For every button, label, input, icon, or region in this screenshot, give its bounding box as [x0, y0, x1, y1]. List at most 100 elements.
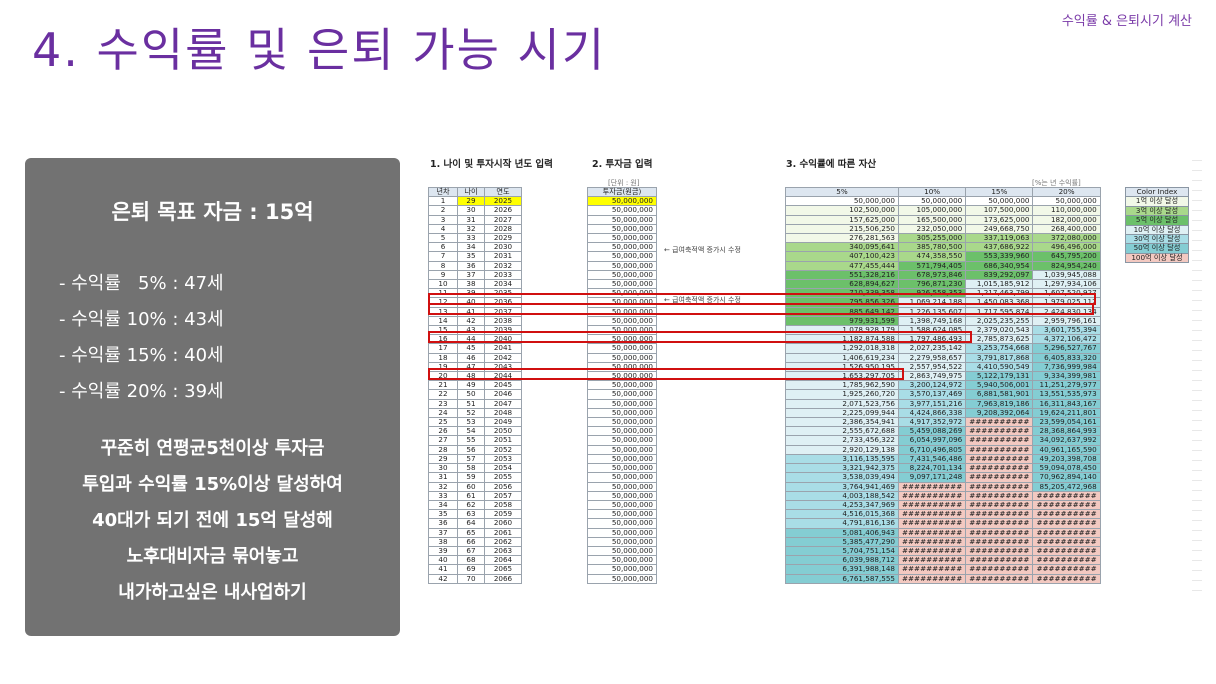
- cell-asset: ##########: [965, 564, 1034, 575]
- investment-table: 투자금(원금) 50,000,000 50,000,000 50,000,000 50…: [587, 186, 657, 584]
- cell-year-no: 17: [428, 343, 458, 354]
- cell-year: 2061: [484, 527, 522, 538]
- cell-asset: 9,097,171,248: [897, 472, 967, 483]
- cell-year: 2031: [484, 251, 522, 262]
- summary-line: 투입과 수익률 15%이상 달성하여: [82, 474, 343, 495]
- cell-asset: ##########: [897, 518, 967, 529]
- cell-asset: 5,081,406,943: [785, 527, 899, 538]
- panel-heading: 은퇴 목표 자금 : 15억: [111, 200, 314, 224]
- cell-year-no: 22: [428, 389, 458, 400]
- cell-age: 31: [457, 214, 485, 225]
- cell-investment: 50,000,000: [587, 564, 657, 575]
- summary-panel: 은퇴 목표 자금 : 15억 - 수익률 5% : 47세 - 수익률 10% …: [25, 158, 400, 636]
- cell-age: 50: [457, 389, 485, 400]
- section-2-label: 2. 투자금 입력: [592, 159, 653, 170]
- highlight-box-15pct: [428, 303, 1094, 315]
- cell-age: 46: [457, 352, 485, 363]
- cell-asset: ##########: [1032, 527, 1101, 538]
- cell-asset: ##########: [965, 444, 1034, 455]
- summary-line: 노후대비자금 묶어놓고: [126, 546, 299, 567]
- cell-year-no: 36: [428, 518, 458, 529]
- cell-year-no: 7: [428, 251, 458, 262]
- summary-line: 40대가 되기 전에 15억 달성해: [92, 510, 333, 531]
- cell-asset: ##########: [1032, 573, 1101, 584]
- cell-asset: 3,764,941,469: [785, 481, 899, 492]
- cell-asset: 85,205,472,968: [1032, 481, 1101, 492]
- cell-investment: 50,000,000: [587, 527, 657, 538]
- cell-year-no: 31: [428, 472, 458, 483]
- cell-asset: 40,961,165,590: [1032, 444, 1101, 455]
- cell-investment: 50,000,000: [587, 214, 657, 225]
- cell-age: 56: [457, 444, 485, 455]
- cell-asset: 6,054,997,096: [897, 435, 967, 446]
- rate-item: - 수익률 10% : 43세: [59, 309, 224, 330]
- cell-asset: 7,963,819,186: [965, 398, 1034, 409]
- legend-item: 5억 이상 달성: [1125, 215, 1189, 226]
- cell-asset: 1,925,260,720: [785, 389, 899, 400]
- cell-asset: 2,733,456,322: [785, 435, 899, 446]
- cell-age: 51: [457, 398, 485, 409]
- cell-age: 55: [457, 435, 485, 446]
- cell-asset: 13,551,535,973: [1032, 389, 1101, 400]
- cell-year-no: 27: [428, 435, 458, 446]
- cell-year: 2042: [484, 352, 522, 363]
- cell-investment: 50,000,000: [587, 260, 657, 271]
- legend-item: 50억 이상 달성: [1125, 243, 1189, 254]
- cell-investment: 50,000,000: [587, 444, 657, 455]
- cell-asset: 6,710,496,805: [897, 444, 967, 455]
- cell-asset: 102,500,000: [785, 205, 899, 216]
- section-3-label: 3. 수익률에 따른 자산: [786, 159, 877, 170]
- cell-age: 35: [457, 251, 485, 262]
- rate-item: - 수익률 20% : 39세: [59, 381, 224, 402]
- cell-asset: ##########: [897, 573, 967, 584]
- cell-asset: 474,358,550: [897, 251, 967, 262]
- cell-investment: 50,000,000: [587, 518, 657, 529]
- cell-asset: ##########: [897, 564, 967, 575]
- cell-age: 45: [457, 343, 485, 354]
- cell-year-no: 2: [428, 205, 458, 216]
- cell-age: 65: [457, 527, 485, 538]
- cell-asset: 407,100,423: [785, 251, 899, 262]
- cell-investment: 50,000,000: [587, 251, 657, 262]
- cell-asset: 107,500,000: [965, 205, 1034, 216]
- cell-investment: 50,000,000: [587, 361, 657, 373]
- cell-year: 2032: [484, 260, 522, 271]
- highlight-box-10pct: [428, 331, 972, 343]
- cell-age: 70: [457, 573, 485, 584]
- cell-asset: 553,339,960: [965, 251, 1034, 262]
- cell-asset: ##########: [965, 573, 1034, 584]
- cell-investment: 50,000,000: [587, 389, 657, 400]
- cell-year: 2027: [484, 214, 522, 225]
- cell-year: 2041: [484, 343, 522, 354]
- cell-asset: 6,761,587,555: [785, 573, 899, 584]
- cell-age: 64: [457, 518, 485, 529]
- cell-year: 2055: [484, 472, 522, 483]
- cell-investment: 50,000,000: [587, 343, 657, 354]
- cell-year: 2046: [484, 389, 522, 400]
- cell-asset: 173,625,000: [965, 214, 1034, 225]
- cell-asset: ##########: [897, 527, 967, 538]
- cell-year-no: 18: [428, 352, 458, 363]
- legend-item: 1억 이상 달성: [1125, 196, 1189, 207]
- cell-year: 2047: [484, 398, 522, 409]
- cell-asset: 645,795,200: [1032, 251, 1101, 262]
- rate-list: - 수익률 5% : 47세 - 수익률 10% : 43세 - 수익률 15%…: [59, 266, 224, 410]
- cell-investment: 50,000,000: [587, 398, 657, 409]
- cell-asset: ##########: [965, 472, 1034, 483]
- note-text: ← 급여축적액 증가시 수정: [664, 246, 741, 254]
- cell-asset: 4,791,816,136: [785, 518, 899, 529]
- cell-asset: 2,027,235,142: [897, 343, 967, 354]
- unit-label-rate: [%는 년 수익률]: [1032, 179, 1081, 187]
- cell-asset: 1,979,025,112: [1032, 297, 1101, 308]
- cell-asset: 1,406,619,234: [785, 352, 899, 363]
- cell-asset: 3,570,137,469: [897, 389, 967, 400]
- note-text: ← 급여축적액 증가시 수정: [664, 296, 741, 304]
- section-1-label: 1. 나이 및 투자시작 년도 입력: [430, 159, 553, 170]
- cell-year: 2066: [484, 573, 522, 584]
- cell-asset: ##########: [1032, 564, 1101, 575]
- cell-asset: 6,881,581,901: [965, 389, 1034, 400]
- summary-line: 꾸준히 연평균5천이상 투자금: [100, 438, 325, 459]
- cell-asset: 5,296,527,767: [1032, 343, 1101, 354]
- cell-asset: 105,000,000: [897, 205, 967, 216]
- cell-age: 36: [457, 260, 485, 271]
